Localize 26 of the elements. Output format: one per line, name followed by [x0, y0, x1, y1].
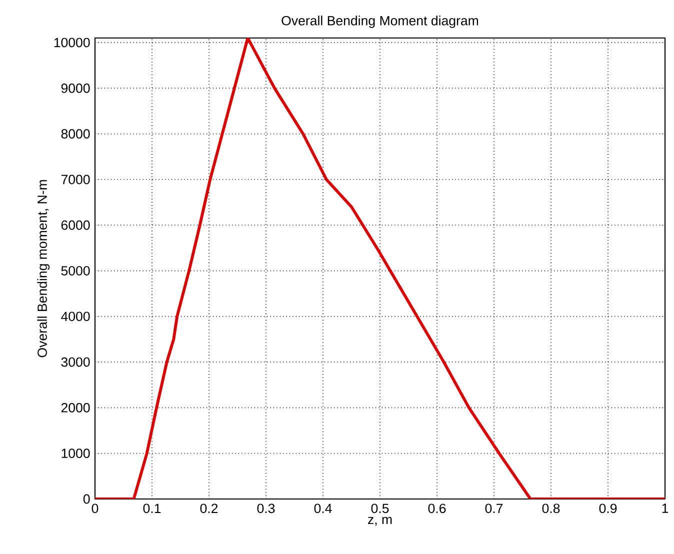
- y-tick-label: 0: [83, 494, 90, 504]
- y-axis-title: Overall Bending moment, N-m: [37, 180, 50, 358]
- x-tick-label: 0.1: [143, 504, 161, 514]
- x-axis-title: z, m: [368, 516, 392, 526]
- line-series: [95, 38, 666, 499]
- y-tick-label: 1000: [62, 448, 90, 458]
- y-tick-label: 3000: [61, 357, 90, 367]
- y-tick-label: 9000: [61, 84, 90, 93]
- y-tick-label: 7000: [61, 174, 90, 184]
- x-tick-label: 0.3: [257, 504, 275, 514]
- x-tick-label: 1: [662, 504, 668, 513]
- chart-title: Overall Bending Moment diagram: [282, 16, 478, 28]
- y-tick-label: 2000: [61, 403, 90, 412]
- x-tick-label: 0.7: [485, 504, 503, 514]
- y-tick-label: 5000: [61, 266, 90, 276]
- x-tick-label: 0.8: [542, 504, 560, 514]
- y-tick-label: 4000: [61, 312, 90, 322]
- x-tick-label: 0.2: [200, 504, 218, 514]
- y-tick-label: 6000: [61, 220, 90, 230]
- y-tick-label: 8000: [61, 129, 90, 139]
- x-tick-label: 0: [92, 504, 98, 514]
- x-tick-label: 0.4: [314, 504, 332, 514]
- x-tick-label: 0.9: [599, 504, 617, 514]
- x-tick-label: 0.6: [428, 504, 446, 514]
- x-tick-label: 0.5: [371, 504, 389, 514]
- y-tick-label: 10000: [54, 38, 90, 48]
